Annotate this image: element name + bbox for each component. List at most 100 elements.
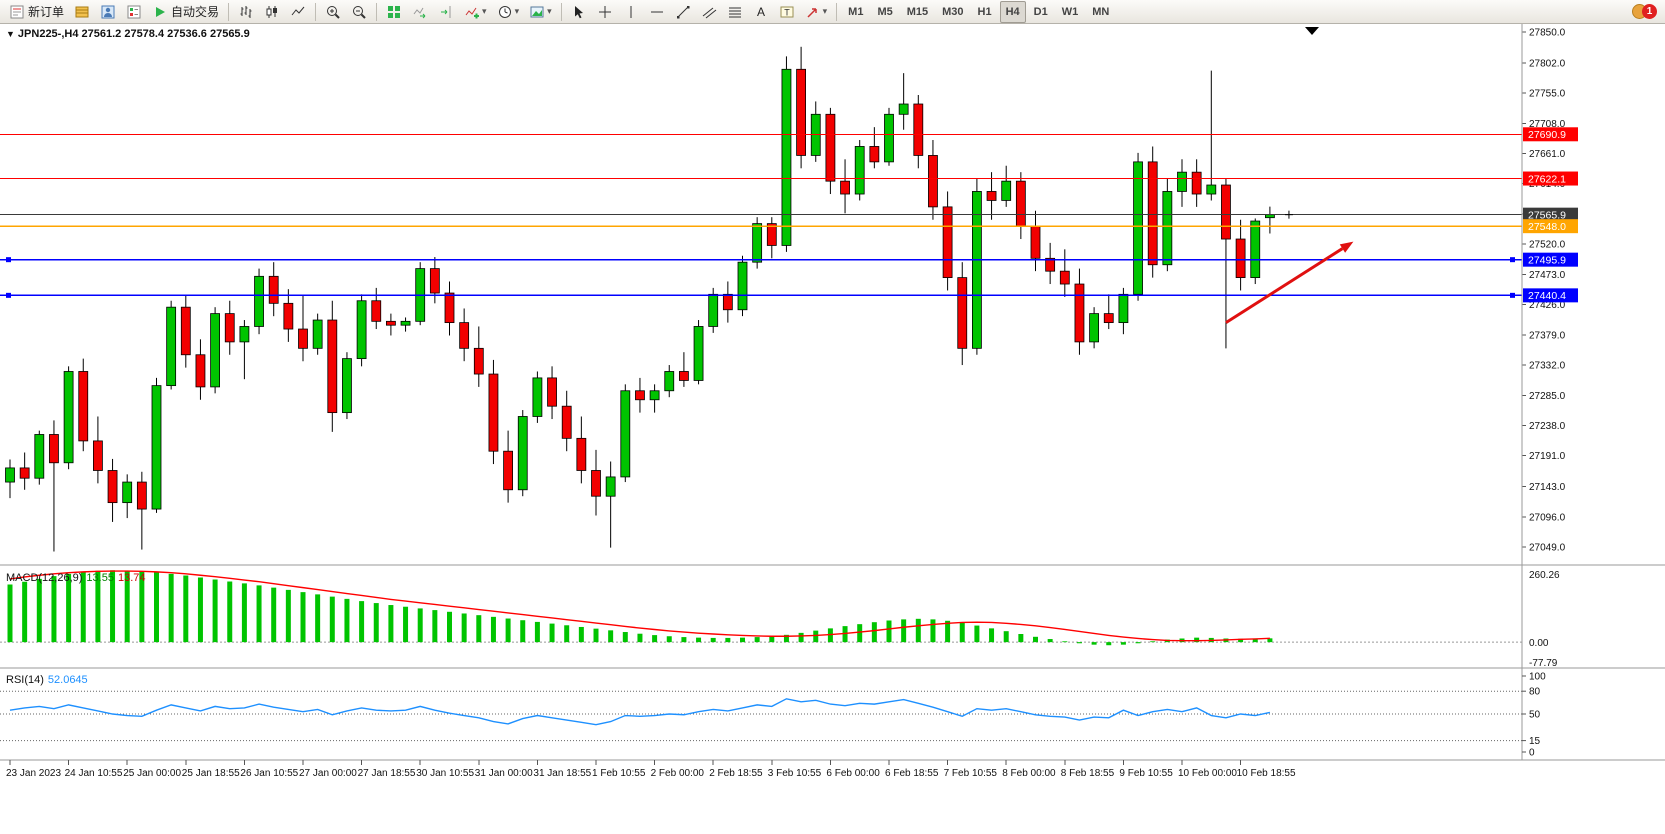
svg-text:8 Feb 18:55: 8 Feb 18:55 — [1061, 768, 1115, 779]
main-toolbar: 新订单 自动交易 ▾ ▾ ▾ A T ▾ M1 M5 M15 M30 H1 H4 D1 W1 MN 1 — [0, 0, 1665, 24]
trend-arrow-annotation[interactable] — [1225, 241, 1354, 324]
svg-text:15: 15 — [1529, 736, 1541, 747]
chevron-down-icon[interactable]: ▾ — [547, 6, 552, 16]
horizontal-price-line-27495.9[interactable]: 27495.9 — [0, 252, 1578, 267]
timeframe-h1-button[interactable]: H1 — [977, 5, 992, 18]
chart-area[interactable]: 27850.027802.027755.027708.027661.027614… — [0, 24, 1665, 834]
market-watch-button[interactable] — [70, 1, 94, 23]
textlabel-icon: T — [779, 4, 795, 20]
candle-chart-button[interactable] — [260, 1, 284, 23]
text-button[interactable]: A — [749, 1, 773, 23]
timeframe-d1-button[interactable]: D1 — [1033, 5, 1048, 18]
svg-text:27285.0: 27285.0 — [1529, 391, 1566, 402]
hline-icon — [649, 4, 665, 20]
svg-text:27 Jan 00:00: 27 Jan 00:00 — [299, 768, 357, 779]
data-window-button[interactable] — [96, 1, 120, 23]
svg-text:27708.0: 27708.0 — [1529, 119, 1566, 130]
navigator-icon — [126, 4, 142, 20]
indicators-icon — [464, 4, 480, 20]
auto-scroll-button[interactable] — [408, 1, 432, 23]
current-price-marker — [1284, 210, 1293, 219]
svg-text:-77.79: -77.79 — [1529, 658, 1558, 669]
shift-icon — [438, 4, 454, 20]
macd-panel: 260.26 0.00 -77.79 — [0, 570, 1560, 669]
navigator-button[interactable] — [122, 1, 146, 23]
rsi-panel: 100 80 50 150 — [0, 672, 1546, 759]
timeframe-m15-button[interactable]: M15 — [906, 5, 929, 18]
panel-separators — [0, 24, 1665, 761]
timeframe-m1-button[interactable]: M1 — [848, 5, 864, 18]
chart-canvas[interactable]: 27850.027802.027755.027708.027661.027614… — [0, 24, 1665, 834]
templates-button[interactable]: ▾ — [525, 1, 556, 23]
chart-menu-triangle[interactable]: ▼ — [6, 29, 15, 39]
svg-text:27690.9: 27690.9 — [1528, 129, 1566, 141]
toolbar-separator — [315, 2, 317, 21]
trendline-button[interactable] — [671, 1, 695, 23]
scroll-to-end-marker[interactable] — [1305, 27, 1319, 35]
time-axis: 23 Jan 2023 24 Jan 10:55 25 Jan 00:00 25 Ja… — [6, 760, 1296, 779]
timeframe-mn-button[interactable]: MN — [1092, 5, 1110, 18]
svg-text:27049.0: 27049.0 — [1529, 543, 1566, 554]
svg-text:27850.0: 27850.0 — [1529, 28, 1566, 39]
zoom-out-button[interactable] — [347, 1, 371, 23]
zoom-in-icon — [325, 4, 341, 20]
svg-text:260.26: 260.26 — [1529, 570, 1560, 581]
horizontal-price-line-27440.4[interactable]: 27440.4 — [0, 288, 1578, 303]
timeframe-m30-button[interactable]: M30 — [942, 5, 964, 18]
timeframe-h4-button[interactable]: H4 — [999, 0, 1026, 23]
line-chart-button[interactable] — [286, 1, 310, 23]
auto-trading-label: 自动交易 — [171, 5, 220, 19]
text-label-button[interactable]: T — [775, 1, 799, 23]
bar-chart-button[interactable] — [234, 1, 258, 23]
tile-windows-button[interactable] — [382, 1, 406, 23]
clock-icon — [497, 4, 513, 20]
zoom-out-icon — [351, 4, 367, 20]
svg-text:T: T — [784, 7, 790, 17]
svg-text:2 Feb 18:55: 2 Feb 18:55 — [709, 768, 763, 779]
trend-icon — [675, 4, 691, 20]
chevron-down-icon[interactable]: ▾ — [514, 6, 520, 16]
horizontal-price-line-27622.1[interactable]: 27622.1 — [0, 171, 1578, 186]
svg-text:100: 100 — [1529, 672, 1546, 683]
crosshair-button[interactable] — [593, 1, 617, 23]
rsi-name: RSI(14) — [6, 674, 44, 686]
svg-text:6 Feb 00:00: 6 Feb 00:00 — [826, 768, 880, 779]
macd-indicator-label: MACD(12,26,9) 13.55 13.74 — [6, 572, 145, 584]
vertical-line-button[interactable] — [619, 1, 643, 23]
new-order-button[interactable]: 新订单 — [5, 1, 68, 23]
zoom-in-button[interactable] — [321, 1, 345, 23]
fibonacci-button[interactable] — [723, 1, 747, 23]
svg-text:7 Feb 10:55: 7 Feb 10:55 — [944, 768, 998, 779]
cursor-button[interactable] — [567, 1, 591, 23]
periods-button[interactable]: ▾ — [493, 1, 524, 23]
autoscroll-icon — [412, 4, 428, 20]
data-window-icon — [100, 4, 116, 20]
symbol-ohlc-label: ▼ JPN225-,H4 27561.2 27578.4 27536.6 2756… — [6, 28, 250, 40]
arrows-button[interactable]: ▾ — [801, 1, 832, 23]
svg-text:25 Jan 18:55: 25 Jan 18:55 — [182, 768, 240, 779]
macd-signal-value: 13.74 — [117, 572, 146, 584]
svg-text:27332.0: 27332.0 — [1529, 361, 1566, 372]
timeframe-m5-button[interactable]: M5 — [877, 5, 893, 18]
svg-text:27565.9: 27565.9 — [1528, 209, 1566, 221]
tile-icon — [386, 4, 402, 20]
horizontal-price-line-27690.9[interactable]: 27690.9 — [0, 127, 1578, 142]
auto-trading-button[interactable]: 自动交易 — [148, 1, 223, 23]
svg-text:3 Feb 10:55: 3 Feb 10:55 — [768, 768, 822, 779]
timeframe-w1-button[interactable]: W1 — [1061, 5, 1079, 18]
chevron-down-icon[interactable]: ▾ — [482, 6, 487, 16]
chart-shift-button[interactable] — [434, 1, 458, 23]
svg-text:27238.0: 27238.0 — [1529, 421, 1566, 432]
horizontal-price-line-27565.9[interactable]: 27565.9 — [0, 207, 1578, 222]
indicators-button[interactable]: ▾ — [460, 1, 491, 23]
horizontal-price-line-27548.0[interactable]: 27548.0 — [0, 219, 1578, 234]
svg-text:27379.0: 27379.0 — [1529, 330, 1566, 341]
svg-text:1 Feb 10:55: 1 Feb 10:55 — [592, 768, 646, 779]
notification-badge[interactable]: 1 — [1642, 4, 1657, 19]
rsi-indicator-label: RSI(14) 52.0645 — [6, 674, 88, 686]
svg-text:9 Feb 10:55: 9 Feb 10:55 — [1119, 768, 1173, 779]
horizontal-line-button[interactable] — [645, 1, 669, 23]
chevron-down-icon[interactable]: ▾ — [822, 6, 828, 16]
equidistant-channel-button[interactable] — [697, 1, 721, 23]
